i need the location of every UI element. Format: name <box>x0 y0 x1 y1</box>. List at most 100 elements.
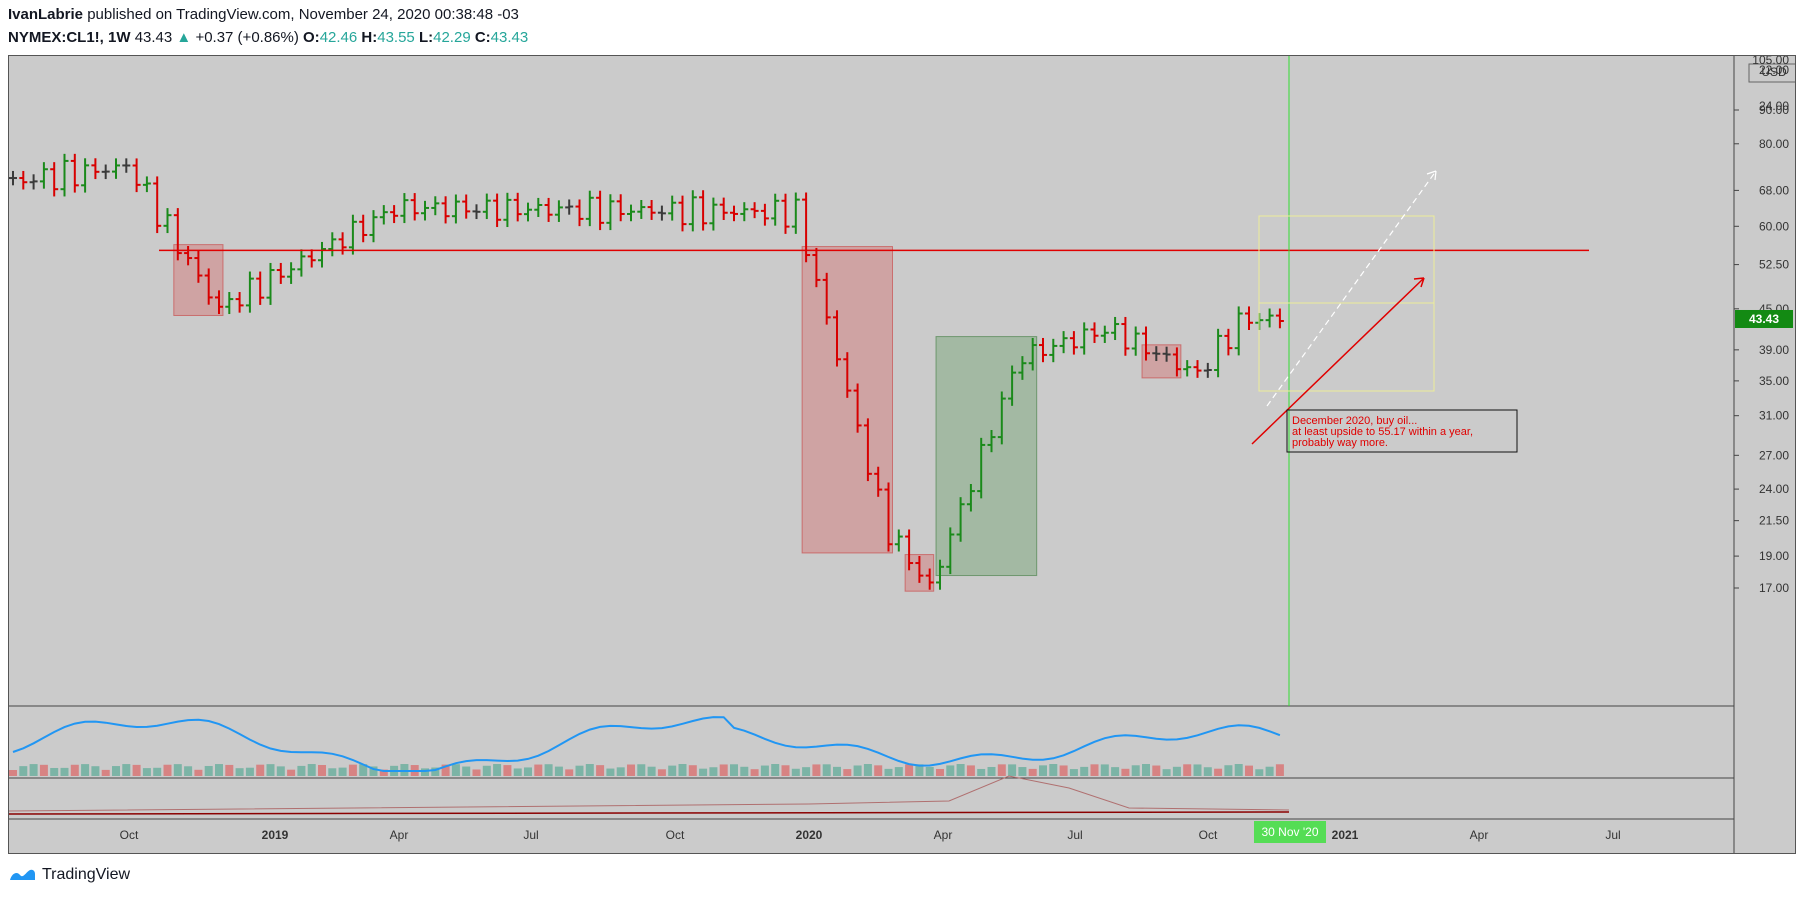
volume-bar <box>513 768 522 776</box>
time-tick-label: 2020 <box>796 828 823 842</box>
price-tick-label: 31.00 <box>1759 409 1789 423</box>
volume-bar <box>802 767 811 776</box>
volume-bar <box>215 764 223 776</box>
volume-bar <box>19 766 28 776</box>
projection-dashed-arrowhead <box>1426 170 1437 181</box>
volume-bar <box>575 765 584 776</box>
volume-bar <box>1090 764 1099 776</box>
price-axis[interactable] <box>1734 56 1795 853</box>
volume-bar <box>709 767 718 776</box>
volume-bar <box>1039 765 1047 776</box>
oscillator-line <box>12 716 1281 772</box>
volume-bar <box>781 765 790 776</box>
volume-bar <box>791 768 800 776</box>
volume-bar <box>544 764 553 776</box>
high-label: H: <box>361 29 378 46</box>
annotation-text: at least upside to 55.17 within a year, <box>1292 426 1473 438</box>
volume-bar <box>328 768 337 776</box>
last-price-tag[interactable] <box>1735 309 1793 328</box>
volume-bar <box>1131 765 1140 776</box>
low-label: L: <box>418 29 434 46</box>
price-tick-label: 21.50 <box>1759 514 1789 528</box>
volume-bar <box>297 765 306 776</box>
volume-bar <box>534 764 543 776</box>
volume-bar <box>565 769 574 776</box>
volume-bar <box>132 764 141 776</box>
close-label: C: <box>474 29 491 46</box>
volume-bar <box>637 764 646 776</box>
volume-bar <box>482 765 491 776</box>
currency-label: USD <box>1761 65 1787 79</box>
chart-frame[interactable]: USD 90.00 80.00 68.00 60.00 52.50 45.00 39.00 3… <box>8 53 1802 854</box>
volume-bar <box>915 764 924 776</box>
volume-bar <box>1255 769 1264 776</box>
volume-bar <box>91 766 100 776</box>
time-tick-label: 2021 <box>1332 828 1359 842</box>
volume-bar <box>338 767 347 776</box>
volume-bar <box>1172 766 1181 776</box>
volume-bar <box>1142 764 1150 776</box>
projection-arrow[interactable] <box>1251 277 1425 445</box>
volume-bar <box>853 765 862 776</box>
volume-bar <box>1214 768 1223 776</box>
volume-bar <box>142 768 151 776</box>
time-axis-ticks: Oct 2019 Apr Jul Oct 2020 Apr Jul Oct 2021 Apr Jul <box>120 828 1621 842</box>
low-value: 42.29 <box>433 29 471 46</box>
volume-bar <box>524 767 532 776</box>
open-label: O: <box>303 29 320 46</box>
lower-indicator-line <box>8 775 1290 812</box>
volume-bar <box>348 764 357 776</box>
time-tick-label: Oct <box>666 828 685 842</box>
volume-bar <box>1059 765 1068 776</box>
volume-bar <box>1049 764 1058 776</box>
footer-brand[interactable]: TradingView <box>8 866 130 884</box>
high-value: 43.55 <box>377 29 415 46</box>
volume-bar <box>987 766 996 776</box>
price-tick-label: 80.00 <box>1759 137 1789 151</box>
volume-bar <box>1152 765 1161 776</box>
time-tick-label: Oct <box>120 828 139 842</box>
volume-bar <box>493 764 502 776</box>
time-tick-label: 2019 <box>262 828 289 842</box>
volume-bar <box>1203 767 1212 776</box>
symbol-name[interactable]: NYMEX:CL1!, 1W <box>8 29 131 46</box>
projection-dashed-arrow[interactable] <box>1266 170 1437 407</box>
brand-name: TradingView <box>42 866 131 883</box>
last-price-tag-label: 43.43 <box>1749 312 1779 326</box>
author-name[interactable]: IvanLabrie <box>8 6 84 23</box>
price-tick-label: 68.00 <box>1759 183 1789 197</box>
volume-bar <box>884 768 893 776</box>
time-tick-label: Jul <box>1605 828 1620 842</box>
volume-bar <box>1080 766 1089 776</box>
uptrend-box <box>935 336 1038 577</box>
close-value: 43.43 <box>490 29 529 46</box>
volume-bar <box>956 764 965 776</box>
volume-bar <box>699 768 708 776</box>
volume-bar <box>1018 767 1027 776</box>
last-price: 43.43 <box>134 29 173 46</box>
time-tick-label: Jul <box>523 828 538 842</box>
trend-boxes <box>173 244 1182 592</box>
up-arrow-icon: ▲ <box>176 29 192 46</box>
volume-bar <box>606 768 615 776</box>
volume-bar <box>441 764 450 776</box>
volume-bar <box>616 767 625 776</box>
volume-bar <box>431 767 440 776</box>
chart-canvas[interactable]: USD 90.0080.0068.0060.0052.5045.0039.003… <box>8 53 1802 853</box>
volume-bar <box>153 767 162 776</box>
volume-bar <box>554 766 563 776</box>
volume-bar <box>184 766 193 776</box>
volume-bar <box>657 769 666 776</box>
price-tick-label-partial: 105.00 <box>1752 56 1789 67</box>
time-tick-label: Jul <box>1067 828 1082 842</box>
volume-bar <box>421 768 429 776</box>
volume-bar <box>750 769 759 776</box>
volume-bar <box>194 769 203 776</box>
volume-bar <box>977 768 986 776</box>
price-tick-label: 17.00 <box>1759 581 1789 595</box>
volume-bar <box>688 765 697 776</box>
volume-bar <box>863 764 872 776</box>
annotation-box[interactable] <box>1286 409 1518 453</box>
oscillator-tick-label: 22.00 <box>1759 63 1789 77</box>
price-tick-label: 19.00 <box>1759 549 1789 563</box>
